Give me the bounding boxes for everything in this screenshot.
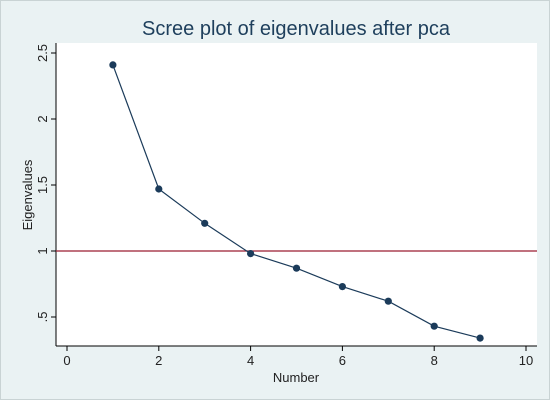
y-axis-title: Eigenvalues <box>20 159 35 230</box>
data-point <box>292 264 301 272</box>
data-point <box>338 283 346 291</box>
x-tick-label: 8 <box>431 353 438 368</box>
data-point <box>109 61 117 69</box>
data-point <box>430 322 438 330</box>
chart-title: Scree plot of eigenvalues after pca <box>142 18 451 40</box>
y-ticks: .5 1 1.5 2 2.5 <box>35 44 56 322</box>
y-tick-label: .5 <box>35 312 50 323</box>
data-point <box>247 250 255 258</box>
data-point <box>476 334 484 342</box>
y-tick-label: 1.5 <box>35 176 50 194</box>
x-tick-label: 10 <box>519 353 533 368</box>
y-tick-label: 1 <box>35 247 50 254</box>
y-tick-label: 2 <box>35 115 50 122</box>
plot-area <box>56 43 537 346</box>
x-axis-title: Number <box>273 370 320 385</box>
x-tick-label: 4 <box>247 353 254 368</box>
data-point <box>201 219 209 227</box>
eigenvalue-points <box>109 61 484 342</box>
y-tick-label: 2.5 <box>35 44 50 62</box>
x-tick-label: 6 <box>339 353 346 368</box>
data-point <box>384 297 392 305</box>
x-tick-label: 0 <box>63 353 70 368</box>
x-tick-label: 2 <box>155 353 162 368</box>
data-point <box>155 185 163 193</box>
x-ticks: 0 2 4 6 8 10 <box>63 346 533 368</box>
